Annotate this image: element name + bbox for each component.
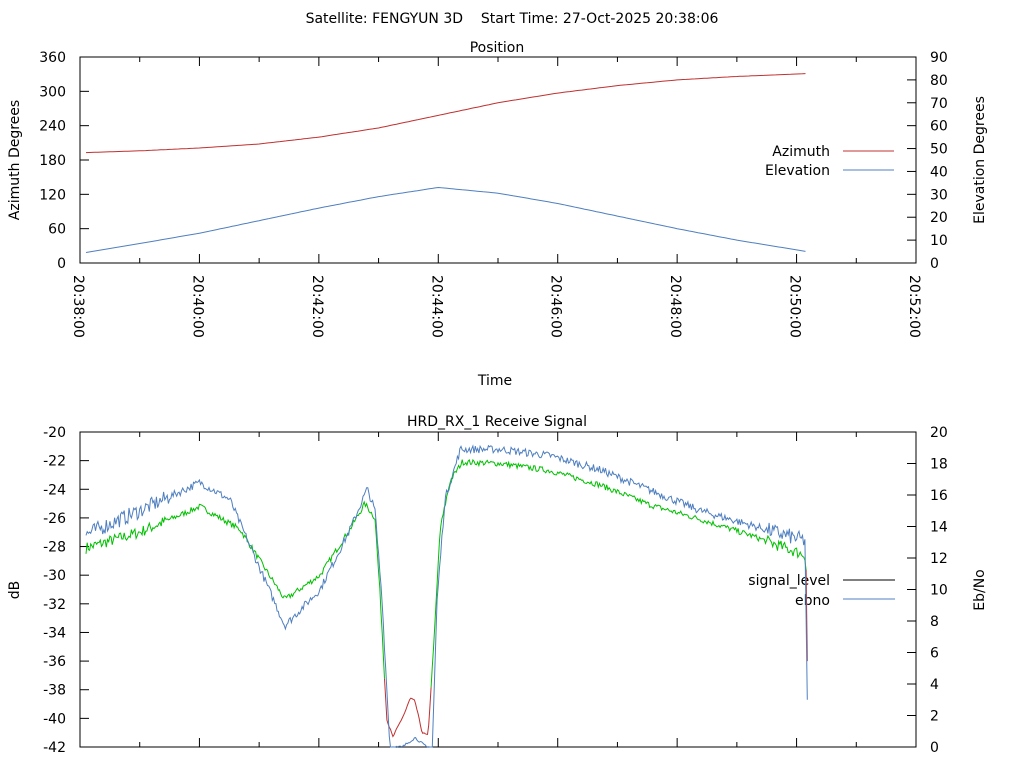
signal-title: HRD_RX_1 Receive Signal xyxy=(407,414,587,430)
y-tick-label: 240 xyxy=(39,119,66,135)
signal-level-line xyxy=(85,500,385,679)
y2-tick-label: 20 xyxy=(930,210,948,226)
y2-tick-label: 60 xyxy=(930,119,948,135)
y2-tick-label: 16 xyxy=(930,488,948,504)
y2-tick-label: 70 xyxy=(930,96,948,112)
elevation-line xyxy=(85,186,806,253)
y2-tick-label: 18 xyxy=(930,457,948,473)
y-tick-label: 120 xyxy=(39,187,66,203)
y-tick-label: -36 xyxy=(43,654,66,670)
y2-tick-label: 4 xyxy=(930,677,939,693)
position-chart: Position Azimuth Degrees Elevation Degre… xyxy=(7,40,988,389)
azimuth-line xyxy=(85,73,806,154)
y-tick-label: -20 xyxy=(43,425,66,441)
plot-frame xyxy=(79,431,917,748)
y2-tick-label: 10 xyxy=(930,233,948,249)
legend-signal-level-label: signal_level xyxy=(748,573,830,589)
y2-tick-label: 10 xyxy=(930,583,948,599)
x-tick-label: 20:46:00 xyxy=(548,275,564,338)
y-tick-label: -28 xyxy=(43,540,66,556)
x-tick-label: 20:40:00 xyxy=(189,275,205,338)
elevation-axis-label: Elevation Degrees xyxy=(972,96,988,224)
signal-level-line xyxy=(384,678,432,738)
y2-tick-label: 80 xyxy=(930,73,948,89)
y-tick-label: -40 xyxy=(43,711,66,727)
y2-tick-label: 2 xyxy=(930,709,939,725)
azimuth-axis-label: Azimuth Degrees xyxy=(7,100,23,220)
y-tick-label: -22 xyxy=(43,454,66,470)
y2-tick-label: 20 xyxy=(930,425,948,441)
y-tick-label: 0 xyxy=(57,256,66,272)
x-tick-label: 20:44:00 xyxy=(428,275,444,338)
y-tick-label: 60 xyxy=(48,222,66,238)
ebno-axis-label: Eb/No xyxy=(972,569,988,611)
legend-azimuth-label: Azimuth xyxy=(772,144,830,160)
x-tick-label: 20:52:00 xyxy=(906,275,922,338)
y-tick-label: -26 xyxy=(43,511,66,527)
ebno-line xyxy=(85,444,808,748)
y-tick-label: -24 xyxy=(43,482,66,498)
y2-tick-label: 0 xyxy=(930,256,939,272)
x-tick-label: 20:50:00 xyxy=(787,275,803,338)
legend-ebno-label: ebno xyxy=(795,593,830,609)
y-tick-label: 360 xyxy=(39,50,66,66)
x-tick-label: 20:42:00 xyxy=(309,275,325,338)
x-tick-label: 20:38:00 xyxy=(70,275,86,338)
y2-tick-label: 6 xyxy=(930,646,939,662)
y-tick-label: -34 xyxy=(43,625,66,641)
y-tick-label: -30 xyxy=(43,568,66,584)
time-axis-label: Time xyxy=(477,373,512,389)
y-tick-label: -32 xyxy=(43,597,66,613)
y-tick-label: -42 xyxy=(43,740,66,756)
y-tick-label: -38 xyxy=(43,683,66,699)
y2-tick-label: 14 xyxy=(930,520,948,536)
db-axis-label: dB xyxy=(7,581,23,600)
y2-tick-label: 90 xyxy=(930,50,948,66)
y2-tick-label: 12 xyxy=(930,551,948,567)
y-tick-label: 300 xyxy=(39,84,66,100)
signal-level-line xyxy=(430,458,807,688)
receive-signal-chart: HRD_RX_1 Receive Signal dB Eb/No signal_… xyxy=(7,414,988,756)
signal-level-line xyxy=(805,569,808,662)
y2-tick-label: 30 xyxy=(930,187,948,203)
x-tick-label: 20:48:00 xyxy=(667,275,683,338)
y2-tick-label: 8 xyxy=(930,614,939,630)
legend-elevation-label: Elevation xyxy=(765,163,830,179)
y-tick-label: 180 xyxy=(39,153,66,169)
y2-tick-label: 0 xyxy=(930,740,939,756)
position-title: Position xyxy=(470,40,525,56)
y2-tick-label: 50 xyxy=(930,142,948,158)
page-title: Satellite: FENGYUN 3D Start Time: 27-Oct… xyxy=(306,11,719,27)
y2-tick-label: 40 xyxy=(930,164,948,180)
